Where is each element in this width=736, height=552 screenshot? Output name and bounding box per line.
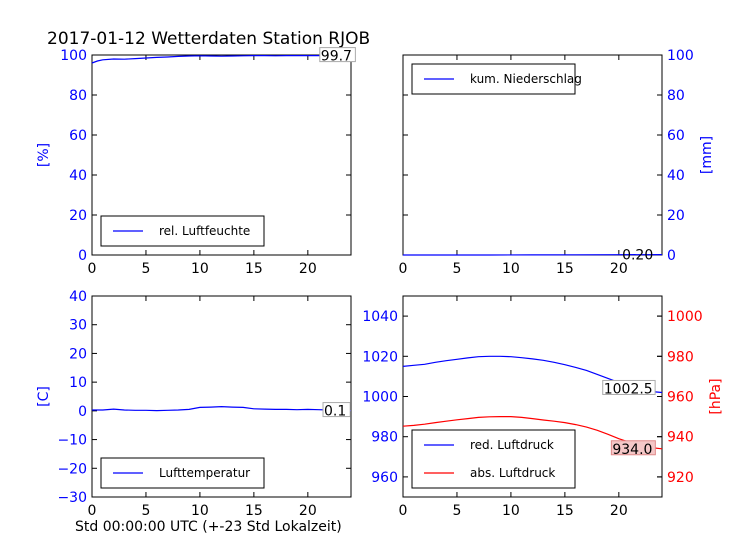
- y-tick-label: 40: [667, 168, 685, 184]
- x-tick-label: 10: [191, 503, 209, 519]
- y-tick-label: −20: [57, 461, 87, 477]
- series-line: [91, 55, 351, 64]
- x-tick-label: 5: [452, 503, 461, 519]
- x-tick-label: 10: [502, 503, 520, 519]
- x-tick-label: 5: [141, 503, 150, 519]
- y-tick-label: 80: [69, 88, 87, 104]
- y-tick-label: 960: [371, 470, 398, 486]
- plot-frame: [91, 54, 352, 256]
- y-tick-label: −30: [57, 490, 87, 506]
- x-tick-label: 15: [556, 503, 574, 519]
- y-tick-label: 0: [78, 248, 87, 264]
- x-tick-label: 15: [245, 503, 263, 519]
- legend: Lufttemperatur: [100, 457, 265, 489]
- x-tick-label: 0: [88, 261, 97, 277]
- y-tick-label: 40: [69, 168, 87, 184]
- annotation-box: [322, 402, 351, 418]
- annotation-label: 0.20: [622, 248, 653, 264]
- x-tick-label: 5: [141, 261, 150, 277]
- y-tick-label: 0: [667, 248, 676, 264]
- panel-bottom-right: 0 5 10 15 20 960 980 1000 1020 1040 920 940 960 980 10…: [362, 295, 724, 519]
- y-right-tick-label: 940: [667, 430, 694, 446]
- y-tick-label: 980: [371, 430, 398, 446]
- y-tick-label: 30: [69, 318, 87, 334]
- legend-entry: Lufttemperatur: [159, 466, 250, 480]
- legend: red. Luftdruck abs. Luftdruck: [411, 429, 576, 489]
- legend-entry: abs. Luftdruck: [470, 466, 555, 480]
- x-tick-label: 20: [610, 503, 628, 519]
- series-line: [92, 405, 352, 412]
- legend-entry: rel. Luftfeuchte: [159, 224, 250, 238]
- x-tick-label: 10: [191, 261, 209, 277]
- y-right-tick-label: 1000: [667, 309, 703, 325]
- y-right-tick-label: 960: [667, 390, 694, 406]
- legend-entry: red. Luftdruck: [470, 438, 554, 452]
- series-line: [402, 416, 663, 450]
- y-axis-label: [%]: [36, 143, 52, 167]
- x-tick-label: 0: [399, 261, 408, 277]
- y-tick-label: 10: [69, 375, 87, 391]
- annotation-label: 934.0: [612, 442, 652, 458]
- legend: kum. Niederschlag: [411, 63, 582, 95]
- y-right-tick-label: 980: [667, 349, 694, 365]
- y-tick-label: 1040: [362, 309, 398, 325]
- plot-frame: [91, 295, 352, 498]
- y-tick-label: 80: [667, 88, 685, 104]
- x-axis-label: Std 00:00:00 UTC (+-23 Std Lokalzeit): [75, 519, 342, 535]
- figure-title: 2017-01-12 Wetterdaten Station RJOB: [47, 29, 370, 49]
- annotation-label: 0.1: [324, 404, 346, 420]
- x-tick-label: 10: [502, 261, 520, 277]
- y-axis-label: [mm]: [699, 136, 715, 174]
- x-tick-label: 15: [556, 261, 574, 277]
- annotation-label: 1002.5: [604, 381, 653, 397]
- y-tick-label: 20: [667, 208, 685, 224]
- annotation-box: [602, 379, 656, 395]
- x-tick-label: 15: [245, 261, 263, 277]
- y-tick-label: 40: [69, 289, 87, 305]
- x-tick-label: 20: [610, 261, 628, 277]
- panel-top-right: 0 5 10 15 20 0 20 40 60 80 100 [mm] 0.20 kum. Nieders…: [399, 48, 715, 277]
- annotation-box: [319, 47, 356, 63]
- annotation-label: 99.7: [321, 49, 352, 65]
- panel-top-left: 0 5 10 15 20 0 20 40 60 80 100 [%] 99.7 rel. Luftfeuc…: [36, 47, 356, 277]
- panel-bottom-left: 0 5 10 15 20 −30 −20 −10 0 10 20 30 40 [C] 0.1 Lufttemp…: [36, 289, 352, 519]
- y-right-tick-label: 920: [667, 470, 694, 486]
- y-tick-label: 1020: [362, 349, 398, 365]
- y-tick-label: 0: [78, 404, 87, 420]
- y-axis-label: [C]: [36, 386, 52, 407]
- legend-entry: kum. Niederschlag: [470, 72, 582, 86]
- annotation-box: [610, 440, 656, 456]
- x-tick-label: 0: [399, 503, 408, 519]
- y-axis-label: [hPa]: [708, 378, 724, 414]
- y-tick-label: 60: [69, 128, 87, 144]
- y-tick-label: −10: [57, 433, 87, 449]
- x-tick-label: 20: [299, 261, 317, 277]
- x-tick-label: 20: [299, 503, 317, 519]
- y-tick-label: 60: [667, 128, 685, 144]
- y-tick-label: 1000: [362, 390, 398, 406]
- legend-frame: [411, 429, 576, 489]
- y-tick-label: 100: [667, 48, 694, 64]
- y-tick-label: 20: [69, 208, 87, 224]
- legend: rel. Luftfeuchte: [100, 215, 265, 247]
- y-tick-label: 100: [60, 48, 87, 64]
- x-tick-label: 0: [88, 503, 97, 519]
- x-tick-label: 5: [452, 261, 461, 277]
- y-tick-label: 20: [69, 346, 87, 362]
